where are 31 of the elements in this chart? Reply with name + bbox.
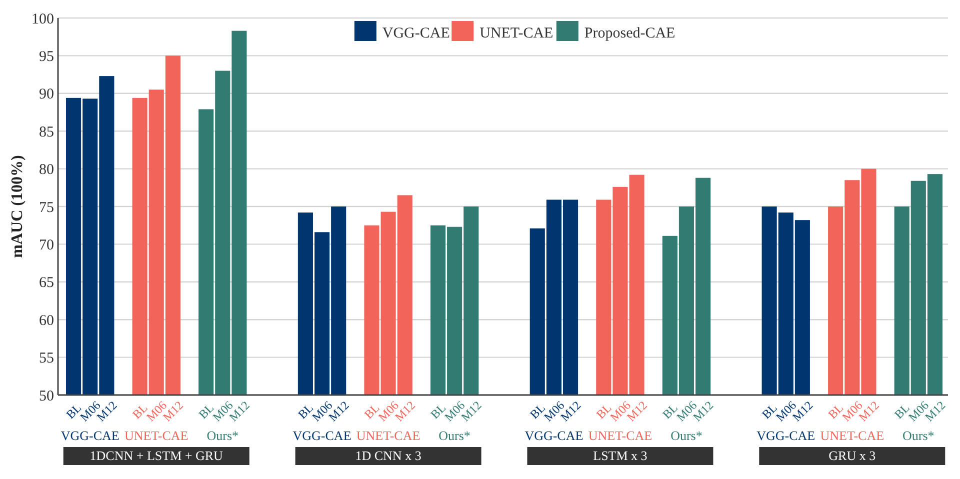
y-tick-label: 60 [39, 312, 54, 329]
y-tick-label: 50 [39, 388, 54, 404]
legend-label: UNET-CAE [480, 25, 554, 42]
text: VGG-CAE [60, 428, 120, 443]
text: Ours* [206, 428, 239, 443]
y-tick-label: 85 [39, 124, 54, 140]
y-tick-label: 65 [39, 275, 54, 292]
text: Ours* [670, 428, 702, 443]
legend-label: Proposed-CAE [584, 25, 676, 42]
text: UNET-CAE [820, 428, 884, 443]
y-tick-label: 55 [39, 350, 54, 367]
text: Ours* [902, 428, 934, 443]
text: UNET-CAE [124, 428, 188, 443]
text: VGG-CAE [524, 428, 584, 443]
y-tick-label: 70 [39, 237, 54, 254]
text: UNET-CAE [356, 428, 420, 443]
text: 1DCNN + LSTM + GRU [90, 448, 224, 463]
text: Ours* [438, 428, 470, 443]
y-tick-label: 90 [39, 86, 54, 103]
y-tick-label: 95 [39, 48, 54, 65]
y-axis-title: mAUC (100%) [9, 155, 26, 258]
y-tick-label: 75 [39, 200, 54, 216]
y-tick-label: 80 [39, 162, 54, 178]
text: 1D CNN x 3 [355, 448, 422, 463]
text: LSTM x 3 [593, 448, 648, 463]
text: GRU x 3 [828, 448, 876, 463]
text: UNET-CAE [588, 428, 652, 443]
text: VGG-CAE [756, 428, 816, 443]
legend-label: VGG-CAE [382, 25, 450, 42]
y-tick-label: 100 [32, 11, 54, 28]
text: VGG-CAE [292, 428, 352, 443]
